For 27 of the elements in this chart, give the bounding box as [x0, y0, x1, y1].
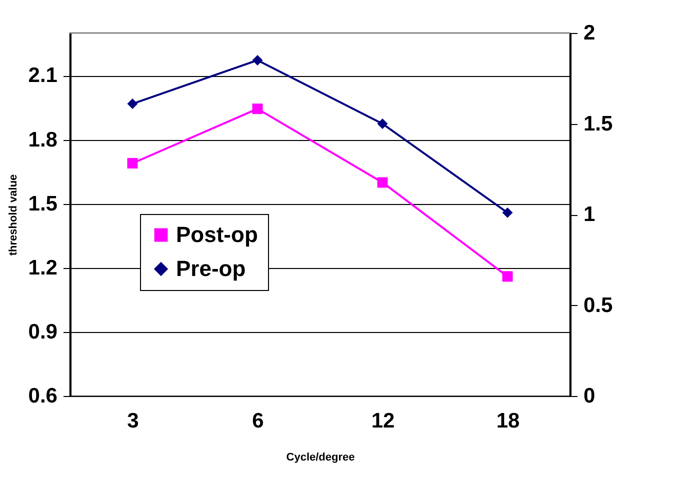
point [502, 271, 513, 282]
point [377, 177, 388, 188]
point [377, 118, 388, 129]
y-tick-label: 2.1 [28, 64, 58, 88]
point [252, 104, 263, 114]
x-tick-label: 18 [496, 410, 520, 432]
y2-tick-label: 0.5 [584, 294, 614, 317]
y-tick-label: 1.5 [28, 192, 58, 216]
x-axis-title: Cycle/degree [286, 452, 355, 464]
y2-tick-label: 1 [584, 203, 596, 226]
y-tick-label: 0.9 [28, 320, 58, 344]
x-tick-label: 6 [252, 410, 264, 432]
y-tick-label: 0.6 [28, 384, 58, 408]
legend-label: Pre-op [176, 256, 246, 281]
point [502, 207, 513, 218]
x-tick-label: 12 [371, 410, 395, 432]
y2-tick-label: 0 [584, 384, 596, 408]
y-tick-label: 1.8 [28, 128, 58, 152]
y2-tick-label: 1.5 [584, 112, 614, 136]
y2-tick-label: 2 [584, 22, 596, 44]
point [127, 98, 138, 110]
y-tick-label: 1.2 [28, 256, 58, 280]
x-tick-label: 3 [127, 410, 139, 432]
legend-label: Post-op [176, 222, 258, 247]
point [252, 54, 263, 66]
point [127, 158, 138, 168]
y-axis-title: threshold value [7, 174, 20, 256]
